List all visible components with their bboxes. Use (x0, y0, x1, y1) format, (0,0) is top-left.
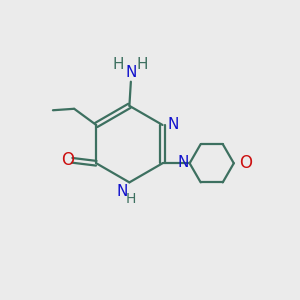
Text: N: N (168, 118, 179, 133)
Text: H: H (113, 57, 124, 72)
Text: H: H (126, 192, 136, 206)
Text: N: N (178, 155, 189, 170)
Text: O: O (239, 154, 252, 172)
Text: N: N (116, 184, 128, 199)
Text: O: O (61, 151, 74, 169)
Text: N: N (125, 65, 136, 80)
Text: H: H (136, 57, 148, 72)
